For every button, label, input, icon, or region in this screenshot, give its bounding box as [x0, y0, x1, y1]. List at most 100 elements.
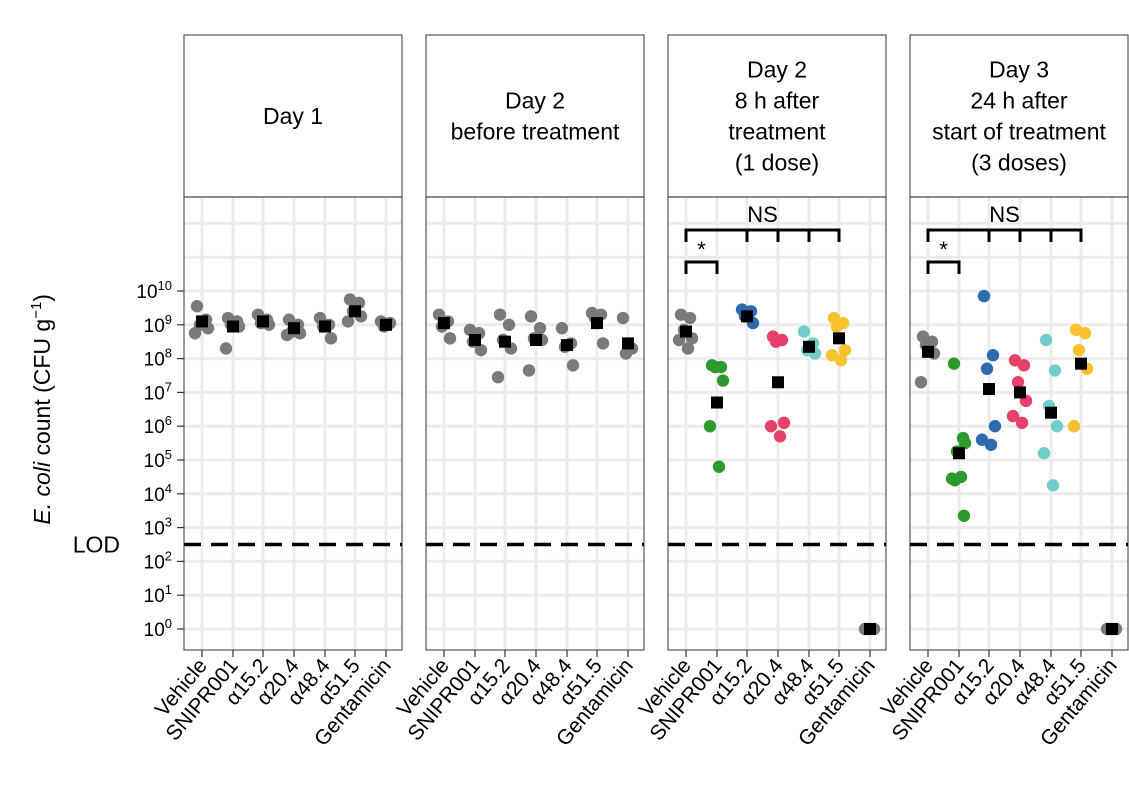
median-marker [741, 310, 753, 323]
data-point [474, 343, 488, 357]
data-point [777, 416, 791, 430]
data-point [491, 370, 505, 384]
median-marker [864, 623, 876, 635]
data-points [188, 289, 1123, 636]
y-tick-label: 1010 [136, 278, 172, 303]
data-point [712, 460, 726, 473]
y-tick-label: 102 [144, 548, 172, 573]
data-point [1006, 409, 1020, 423]
significance-brackets: * NS * NS [684, 202, 1083, 274]
data-point [716, 374, 730, 387]
data-point [948, 474, 962, 487]
data-point [502, 318, 516, 331]
median-marker [833, 332, 845, 345]
data-point [1046, 479, 1060, 492]
panel-title-line: (3 doses) [971, 150, 1067, 176]
data-point [773, 430, 787, 443]
data-point [977, 289, 991, 303]
data-point [797, 325, 811, 338]
y-tick-label: 107 [144, 379, 172, 404]
data-point [1037, 447, 1051, 460]
panel-title-line: treatment [728, 119, 826, 145]
median-marker [196, 315, 208, 328]
data-point [681, 342, 695, 355]
panel-title-line: Day 1 [263, 103, 323, 129]
median-marker [438, 317, 450, 330]
data-point [522, 364, 536, 377]
median-marker [1075, 357, 1087, 370]
median-marker [1045, 406, 1057, 419]
data-point [764, 420, 778, 433]
data-point [708, 360, 722, 374]
median-marker [380, 318, 392, 331]
median-marker [319, 320, 331, 333]
y-tick-label: 100 [144, 616, 172, 641]
median-marker [1014, 386, 1026, 399]
panel-plot-box [425, 196, 645, 651]
data-point [324, 332, 338, 345]
y-tick-label: 104 [144, 481, 172, 506]
median-marker [499, 335, 511, 348]
panel-plot-box [909, 196, 1129, 651]
data-point [1048, 364, 1062, 377]
data-point [1050, 420, 1064, 433]
y-tick-label: 108 [144, 346, 172, 371]
data-point [1011, 376, 1025, 389]
data-point [1017, 359, 1031, 372]
data-point [683, 311, 697, 325]
median-marker [530, 334, 542, 347]
median-marker [561, 339, 573, 352]
median-marker [257, 315, 269, 328]
median-marker [622, 337, 634, 350]
data-point [190, 300, 204, 313]
panel-plot-box [183, 196, 403, 651]
significance-label: NS [989, 202, 1020, 227]
median-marker [469, 334, 481, 347]
significance-label: * [697, 237, 706, 262]
data-point [341, 315, 355, 328]
panel-title-line: Day 2 [505, 88, 565, 114]
y-tick-label: 109 [144, 312, 172, 337]
significance-label: * [939, 237, 948, 262]
panel-title-box [425, 34, 645, 198]
y-axis: 100 101 102 103 104 105 106 107 108 109 1010 LOD E. … [28, 278, 184, 641]
data-point [493, 308, 507, 321]
median-marker [803, 340, 815, 353]
data-point [555, 321, 569, 335]
data-point [443, 332, 457, 345]
data-point [1039, 333, 1053, 347]
panel-title-line: start of treatment [932, 119, 1106, 145]
data-point [596, 337, 610, 350]
data-point [1008, 354, 1022, 367]
data-point [975, 433, 989, 446]
median-marker [711, 396, 723, 409]
panel-title-line: 8 h after [735, 88, 820, 114]
data-point [619, 347, 633, 360]
x-axis: VehicleSNIPR001α15.2α20.4α48.4α51.5Genta… [151, 650, 1122, 751]
grid-layer [184, 197, 1128, 650]
data-point [830, 320, 844, 333]
panel-title-line: (1 dose) [735, 150, 819, 176]
median-marker [288, 322, 300, 335]
y-axis-title: E. coli count (CFU g−1) [28, 294, 55, 525]
data-point [524, 310, 538, 323]
median-marker [591, 317, 603, 330]
panel-title-line: Day 3 [989, 57, 1049, 83]
data-point [914, 376, 928, 389]
data-point [947, 357, 961, 370]
data-point [1067, 420, 1081, 433]
median-marker [349, 305, 361, 318]
data-point [986, 349, 1000, 362]
lod-label: LOD [73, 532, 120, 558]
median-marker [983, 383, 995, 396]
panel-frames [183, 34, 1129, 651]
median-marker [922, 345, 934, 358]
median-marker [953, 447, 965, 460]
data-point [703, 420, 717, 433]
median-marker [680, 325, 692, 338]
panel-title-line: Day 2 [747, 57, 807, 83]
data-point [188, 327, 202, 340]
data-point [219, 342, 233, 355]
data-point [566, 359, 580, 372]
